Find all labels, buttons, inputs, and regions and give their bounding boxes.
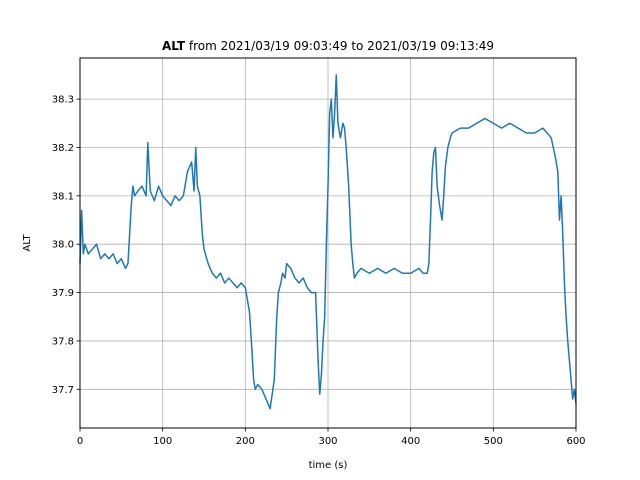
x-axis: 0 100 200 300 400 500 600 bbox=[77, 428, 586, 447]
y-tick-label: 38.1 bbox=[52, 191, 74, 202]
x-tick-label: 500 bbox=[484, 436, 503, 447]
chart-title-bold: ALT bbox=[162, 39, 186, 53]
y-tick-label: 37.9 bbox=[52, 288, 74, 299]
chart-title: ALT from 2021/03/19 09:03:49 to 2021/03/… bbox=[162, 39, 494, 53]
chart-title-rest: from 2021/03/19 09:03:49 to 2021/03/19 0… bbox=[185, 39, 494, 53]
x-tick-label: 300 bbox=[318, 436, 337, 447]
y-tick-label: 38.0 bbox=[52, 240, 74, 251]
x-tick-label: 600 bbox=[566, 436, 585, 447]
y-tick-label: 37.8 bbox=[52, 336, 74, 347]
y-tick-label: 38.3 bbox=[52, 95, 74, 106]
series-layer bbox=[79, 74, 577, 410]
y-tick-label: 38.2 bbox=[52, 143, 74, 154]
x-tick-label: 200 bbox=[236, 436, 255, 447]
x-tick-label: 100 bbox=[153, 436, 172, 447]
y-tick-label: 37.7 bbox=[52, 385, 74, 396]
y-axis: 37.7 37.8 37.9 38.0 38.1 38.2 38.3 bbox=[52, 95, 80, 396]
y-axis-label: ALT bbox=[22, 234, 33, 252]
series-line-0 bbox=[79, 74, 577, 410]
x-tick-label: 0 bbox=[77, 436, 83, 447]
x-axis-label: time (s) bbox=[309, 460, 348, 471]
x-tick-label: 400 bbox=[401, 436, 420, 447]
